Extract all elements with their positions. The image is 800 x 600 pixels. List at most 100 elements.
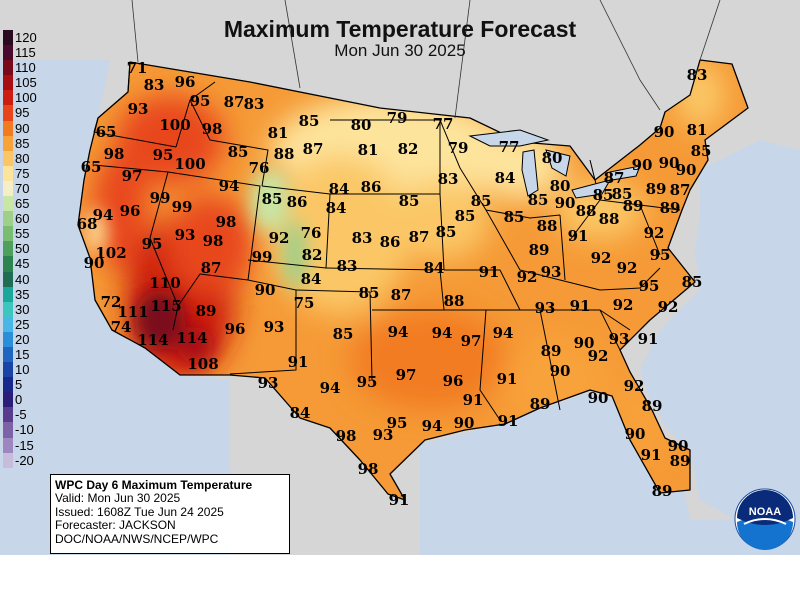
station-temperature: 83 (244, 95, 265, 113)
station-temperature: 89 (642, 397, 663, 415)
legend-label: -5 (15, 407, 27, 423)
station-temperature: 85 (359, 284, 380, 302)
station-temperature: 91 (497, 370, 518, 388)
station-temperature: 93 (258, 374, 279, 392)
legend-row: 80 (3, 150, 49, 166)
temperature-shading (78, 60, 748, 500)
station-temperature: 96 (175, 73, 196, 91)
legend-row: 100 (3, 90, 49, 106)
station-temperature: 92 (269, 229, 290, 247)
legend-swatch (3, 452, 13, 468)
legend-row: 75 (3, 165, 49, 181)
info-issued: Issued: 1608Z Tue Jun 24 2025 (55, 504, 224, 519)
legend-label: -20 (15, 452, 34, 468)
station-temperature: 92 (644, 224, 665, 242)
station-temperature: 85 (593, 186, 614, 204)
station-temperature: 91 (641, 446, 662, 464)
station-temperature: 83 (687, 66, 708, 84)
pacific-ocean (0, 60, 230, 555)
station-temperature: 90 (84, 254, 105, 272)
station-temperature: 95 (357, 373, 378, 391)
station-temperature: 91 (638, 330, 659, 348)
station-temperature: 98 (336, 427, 357, 445)
legend-row: -20 (3, 452, 49, 468)
station-temperature: 87 (604, 169, 625, 187)
station-temperature: 89 (623, 197, 644, 215)
station-temperature: 65 (96, 123, 117, 141)
station-temperature: 90 (676, 161, 697, 179)
legend-swatch (3, 90, 13, 106)
station-temperature: 91 (570, 297, 591, 315)
station-temperature: 97 (461, 332, 482, 350)
station-temperature: 85 (471, 192, 492, 210)
station-temperature: 83 (438, 170, 459, 188)
legend-swatch (3, 362, 13, 378)
atlantic-ocean (640, 140, 800, 555)
legend-row: 0 (3, 392, 49, 408)
station-temperature: 85 (612, 185, 633, 203)
legend-label: 65 (15, 196, 30, 212)
legend-row: 50 (3, 241, 49, 257)
station-temperature: 99 (150, 189, 171, 207)
station-temperature: 90 (654, 123, 675, 141)
station-temperature: 111 (117, 303, 148, 321)
legend-label: 90 (15, 120, 30, 136)
station-temperature: 115 (150, 297, 181, 315)
legend-row: 45 (3, 256, 49, 272)
legend-row: 15 (3, 346, 49, 363)
station-temperature: 84 (424, 259, 445, 277)
station-temperature: 93 (373, 426, 394, 444)
station-temperature: 88 (576, 202, 597, 220)
legend-swatch (3, 346, 13, 363)
legend-label: -10 (15, 422, 34, 438)
station-temperature: 95 (650, 246, 671, 264)
legend-swatch (3, 286, 13, 302)
legend-label: 105 (15, 75, 37, 91)
info-heading: WPC Day 6 Maximum Temperature (55, 478, 253, 492)
station-temperature: 85 (504, 208, 525, 226)
station-temperature: 83 (352, 229, 373, 247)
legend-label: 80 (15, 150, 30, 166)
station-temperature: 87 (670, 181, 691, 199)
legend-swatch (3, 105, 13, 121)
station-temperature: 94 (93, 206, 114, 224)
station-temperature: 87 (224, 93, 245, 111)
station-temperature: 89 (529, 241, 550, 259)
legend-row: 20 (3, 331, 49, 347)
legend-row: 5 (3, 377, 49, 393)
legend-label: 55 (15, 226, 30, 242)
legend-row: 120 (3, 30, 49, 46)
legend-label: 45 (15, 256, 30, 272)
station-temperature: 92 (658, 298, 679, 316)
station-temperature: 93 (535, 299, 556, 317)
legend-swatch (3, 211, 13, 227)
station-temperature: 68 (77, 215, 98, 233)
station-temperature: 90 (659, 154, 680, 172)
noaa-logo[interactable]: NOAA (734, 488, 796, 550)
station-temperature: 74 (111, 318, 132, 336)
legend-row: 70 (3, 180, 49, 197)
legend-swatch (3, 316, 13, 332)
station-temperature: 87 (303, 140, 324, 158)
station-temperature: 95 (639, 277, 660, 295)
legend-swatch (3, 60, 13, 76)
legend-label: 85 (15, 135, 30, 151)
station-temperature: 71 (127, 59, 148, 77)
legend-label: 20 (15, 331, 30, 347)
temperature-legend: 120 115 110 105 100 95 90 85 80 75 70 65 60 55 50 45 40 3… (3, 30, 49, 468)
station-temperature: 76 (301, 224, 322, 242)
legend-row: -10 (3, 422, 49, 438)
station-temperature: 94 (432, 324, 453, 342)
station-temperature: 92 (591, 249, 612, 267)
station-temperature: 99 (252, 248, 273, 266)
station-temperature: 89 (530, 395, 551, 413)
station-temperature: 85 (333, 325, 354, 343)
station-temperature: 88 (537, 217, 558, 235)
legend-swatch (3, 226, 13, 242)
station-temperature: 108 (187, 355, 218, 373)
info-forecaster: Forecaster: JACKSON (55, 518, 176, 533)
station-temperature: 72 (101, 293, 122, 311)
station-temperature: 89 (670, 452, 691, 470)
